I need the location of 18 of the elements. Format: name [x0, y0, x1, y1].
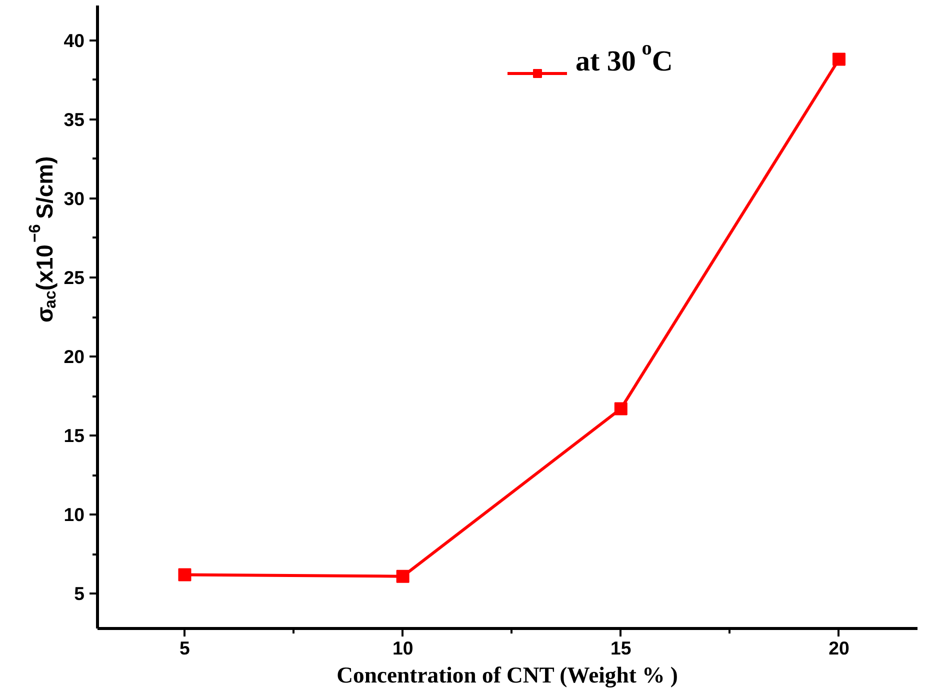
x-tick-label: 15 — [610, 638, 632, 658]
y-tick-label: 35 — [64, 108, 85, 130]
y-tick-label: 25 — [64, 266, 85, 288]
y-tick-label: 10 — [64, 504, 85, 526]
point — [178, 568, 192, 582]
y-tick-label: 15 — [64, 425, 85, 446]
y-axis-title: σac(x10−6 S/cm) — [26, 156, 60, 323]
y-tick-label: 40 — [64, 30, 85, 51]
point — [614, 402, 628, 416]
y-tick-label: 5 — [74, 583, 85, 604]
x-tick-label: 5 — [180, 638, 190, 658]
x-tick-label: 10 — [392, 638, 414, 658]
point — [832, 52, 846, 66]
point — [396, 570, 410, 583]
x-tick-label: 20 — [828, 638, 850, 658]
y-tick-label: 30 — [64, 188, 85, 209]
x-axis-title: Concentration of CNT (Weight % ) — [336, 662, 678, 688]
y-tick-label: 20 — [64, 346, 85, 368]
